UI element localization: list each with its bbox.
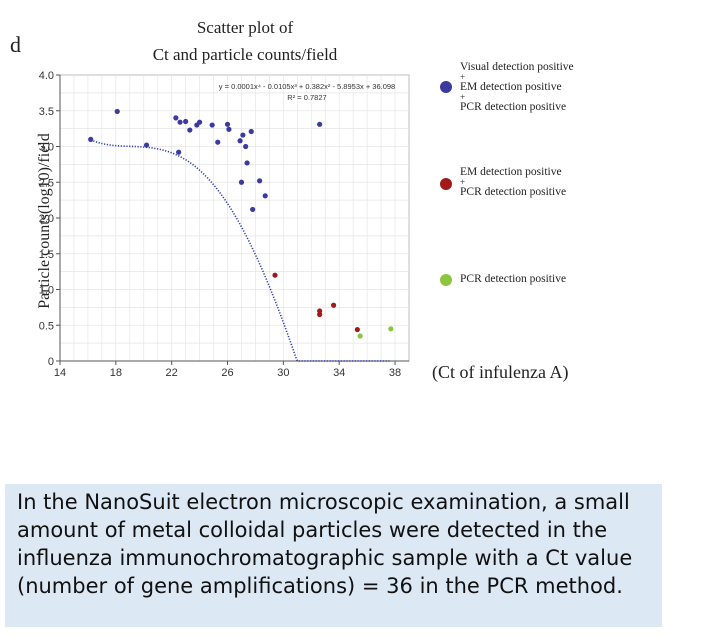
legend-line: Visual detection positive xyxy=(460,61,574,73)
data-point xyxy=(243,143,249,150)
legend-line: EM detection positive xyxy=(460,81,562,93)
data-point xyxy=(317,311,323,318)
data-point xyxy=(240,132,246,138)
legend-plus: + xyxy=(460,72,466,82)
data-point xyxy=(177,119,183,125)
data-point xyxy=(272,272,278,278)
trend-layer xyxy=(90,139,390,362)
data-point xyxy=(187,127,193,133)
chart-title: Scatter plot of Ct and particle counts/f… xyxy=(120,14,370,68)
data-point xyxy=(331,302,337,308)
data-point xyxy=(357,333,363,339)
trendline-r-squared: R² = 0.7827 xyxy=(287,93,326,102)
legend-line: PCR detection positive xyxy=(460,186,567,198)
data-point xyxy=(226,126,232,132)
x-tick-label: 30 xyxy=(277,367,289,379)
chart-title-line-1: Scatter plot of xyxy=(196,18,294,37)
caption-text: In the NanoSuit electron microscopic exa… xyxy=(17,490,633,598)
legend-dot-red xyxy=(440,178,452,190)
data-point xyxy=(257,178,263,184)
data-point xyxy=(183,118,189,125)
y-tick-label: 3.0 xyxy=(39,142,54,154)
data-point xyxy=(114,108,120,115)
data-point xyxy=(237,138,243,144)
data-point xyxy=(317,308,323,314)
data-point xyxy=(354,326,360,333)
data-point xyxy=(248,128,254,135)
x-tick-label: 38 xyxy=(389,367,401,379)
y-tick-label: 3.5 xyxy=(39,106,54,118)
y-tick-label: 1.0 xyxy=(39,285,54,297)
legend-line: EM detection positive xyxy=(460,166,562,178)
data-point xyxy=(88,136,94,142)
legend-dot-blue xyxy=(440,81,452,93)
x-tick-label: 34 xyxy=(333,367,345,379)
data-point xyxy=(173,115,179,121)
legend-plus: + xyxy=(460,92,466,102)
x-tick-label: 22 xyxy=(166,367,178,379)
tick-layer: 14 18 22 26 30 34 38 0 0.5 1.0 1.5 2.0 2.5 3.0 3.5 4.0 xyxy=(39,70,401,379)
data-point xyxy=(388,326,394,332)
x-axis-label: (Ct of infulenza A) xyxy=(432,362,569,382)
data-point xyxy=(224,121,231,127)
y-tick-label: 2.0 xyxy=(39,213,54,225)
data-point xyxy=(143,142,150,148)
caption-box: In the NanoSuit electron microscopic exa… xyxy=(5,484,662,627)
y-tick-label: 0 xyxy=(48,356,54,368)
scatter-chart: 14 18 22 26 30 34 3800.51.01.52.02.53.03.54.0 … xyxy=(39,70,410,379)
data-point xyxy=(209,122,215,128)
y-tick-label: 2.5 xyxy=(39,177,54,189)
data-point xyxy=(250,206,256,213)
data-point xyxy=(176,149,182,155)
y-tick-label: 1.5 xyxy=(39,249,54,261)
legend-line: PCR detection positive xyxy=(460,273,567,285)
panel-letter: d xyxy=(10,32,21,57)
data-point xyxy=(197,119,203,125)
data-point xyxy=(244,160,250,166)
x-tick-label: 26 xyxy=(221,367,233,379)
data-point xyxy=(238,179,245,185)
data-point xyxy=(262,193,268,199)
grid-layer xyxy=(59,74,410,362)
trendline-equation: y = 0.0001x⁴ - 0.0105x³ + 0.382x² - 5.89… xyxy=(219,82,395,91)
data-point xyxy=(215,139,221,145)
x-tick-label: 18 xyxy=(110,367,122,379)
legend-dot-green xyxy=(440,274,452,286)
trendline xyxy=(90,139,390,362)
point-layer xyxy=(88,108,394,339)
y-tick-label: 0.5 xyxy=(39,320,54,332)
y-tick-label: 4.0 xyxy=(39,70,54,82)
chart-title-line-2: Ct and particle counts/field xyxy=(152,45,338,64)
x-tick-label: 14 xyxy=(54,367,66,379)
legend-line: PCR detection positive xyxy=(460,101,567,113)
data-point xyxy=(317,121,323,127)
legend-plus: + xyxy=(460,177,466,187)
